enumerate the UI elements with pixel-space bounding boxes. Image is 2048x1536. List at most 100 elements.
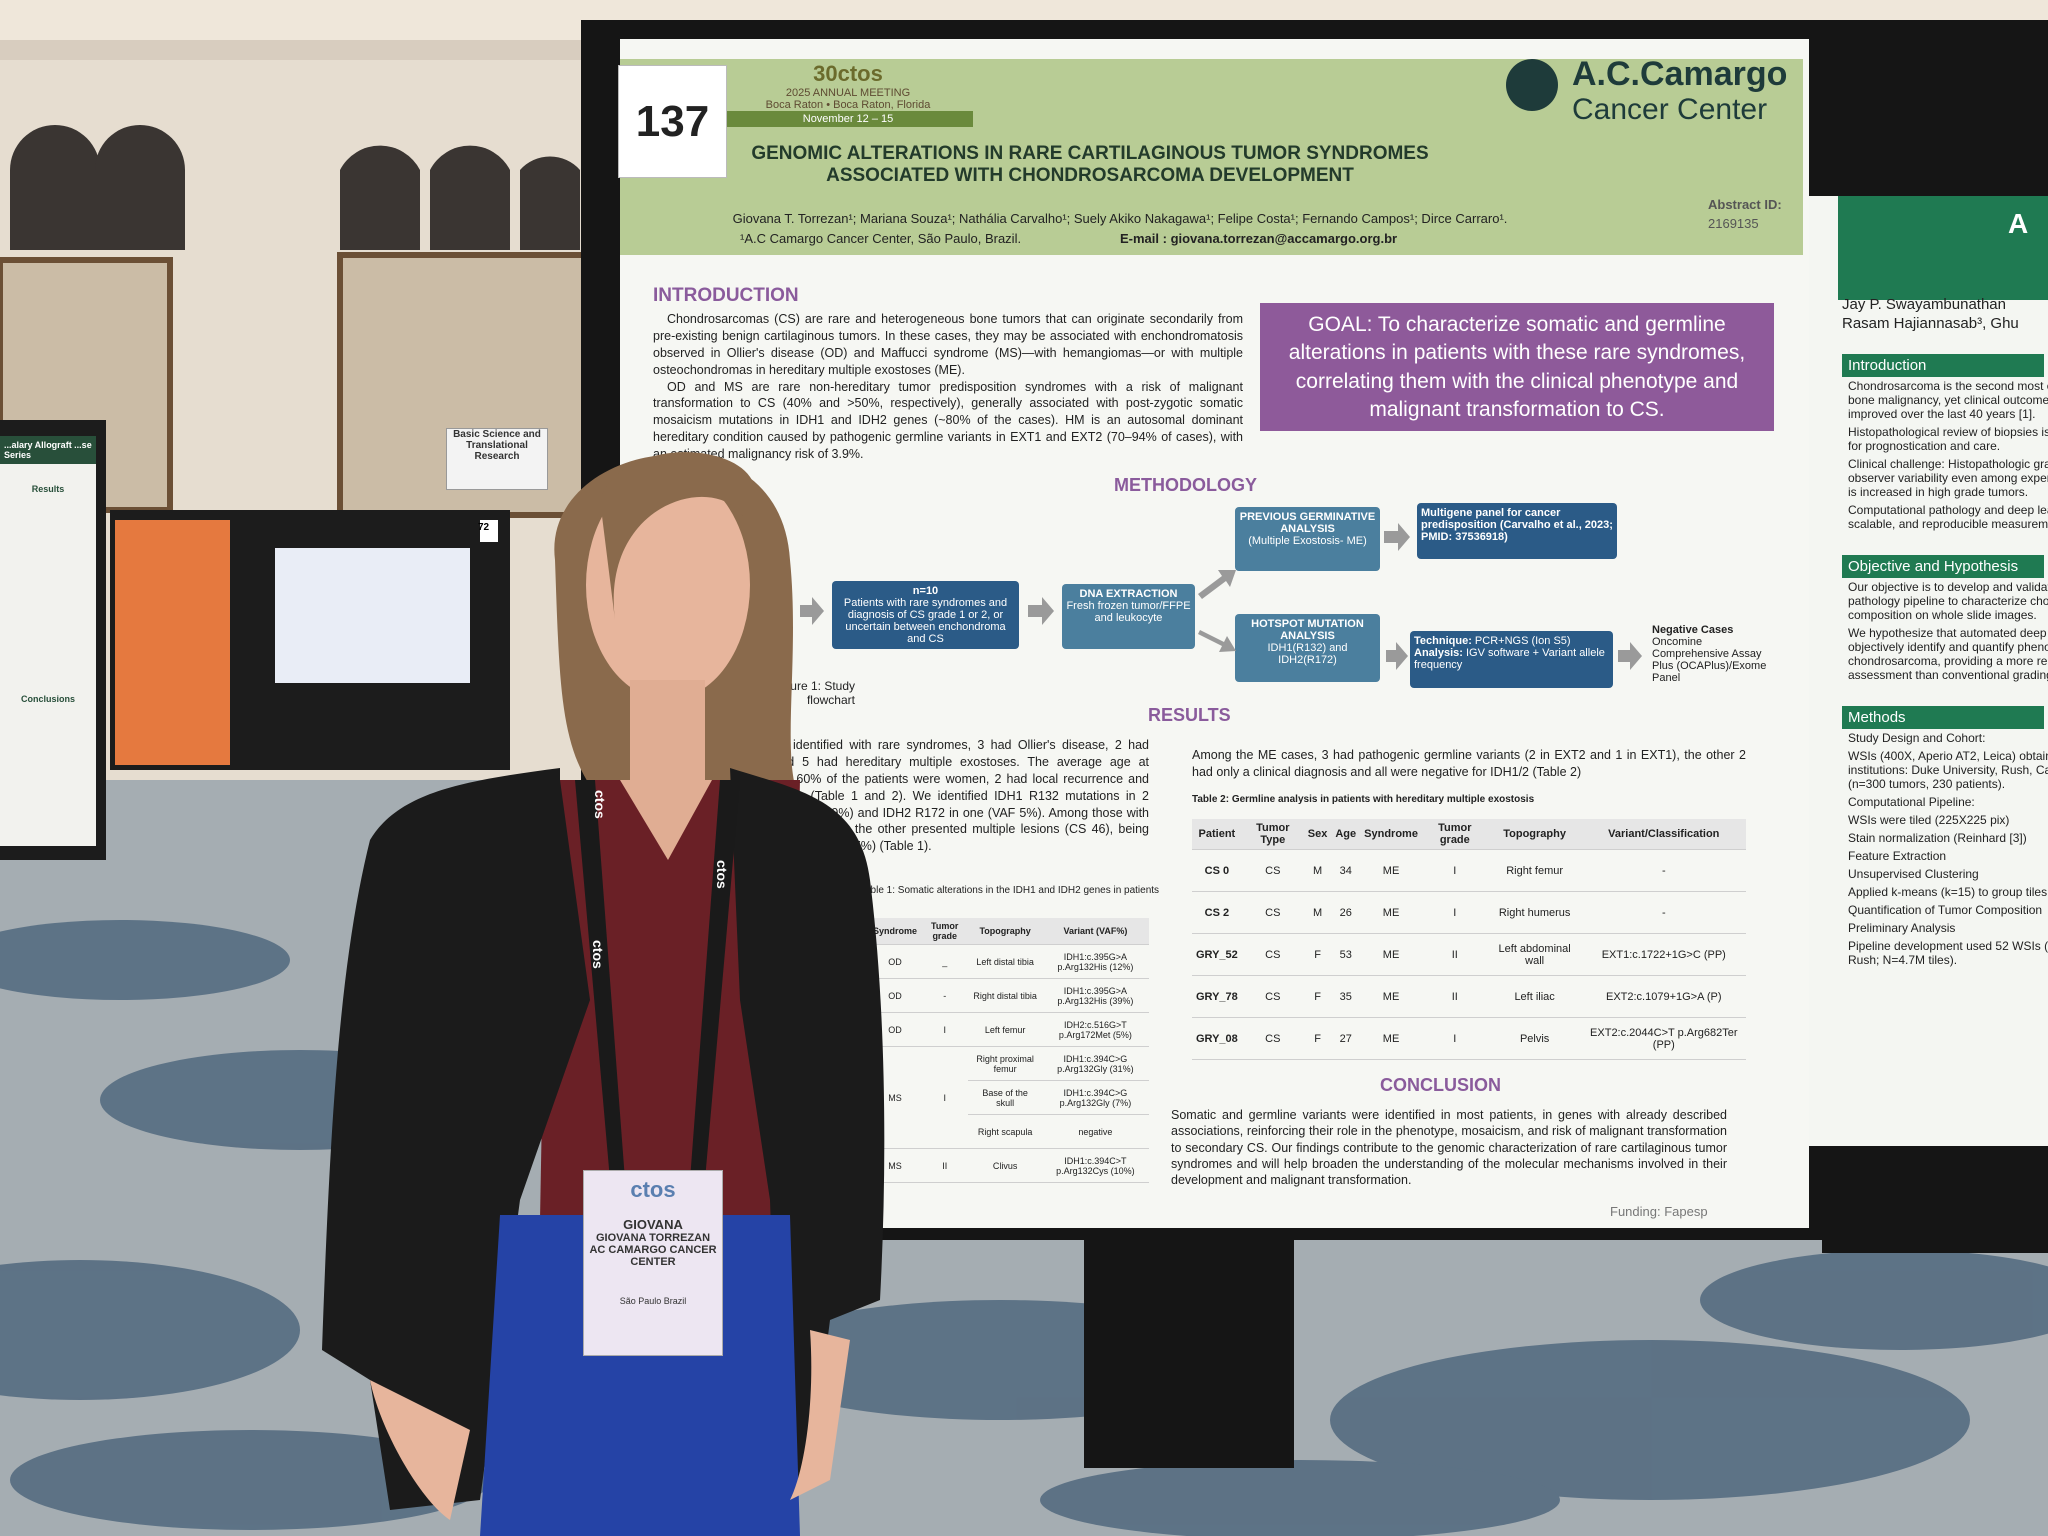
cell: Left iliac (1487, 975, 1582, 1018)
meeting-location: Boca Raton • Boca Raton, Florida (765, 99, 931, 111)
flow-text: Patients with rare syndromes and diagnos… (843, 597, 1008, 645)
bullet: Chondrosarcoma is the second most common… (1848, 379, 2048, 421)
cell: ME (1360, 1017, 1422, 1060)
cell: Clivus (968, 1148, 1042, 1183)
cell: 35 (1331, 975, 1361, 1018)
email: E-mail : giovana.torrezan@accamargo.org.… (1120, 231, 1398, 246)
left-poster-heading: Results (31, 484, 65, 494)
figure-caption: Figure 1: Study flowchart (773, 679, 855, 707)
table: Patient Tumor Type Sex Age Syndrome Tumor gra… (1192, 819, 1746, 1060)
lanyard-text: ctos (714, 860, 730, 889)
bullet: WSIs (400X, Aperio AT2, Leica) obtained … (1848, 749, 2048, 791)
header-row: Patient Tumor Type Sex Age Syndrome Tumor gra… (1192, 819, 1746, 850)
flow-title: Negative Cases (1652, 624, 1734, 636)
cell: 27 (1331, 1017, 1361, 1060)
cell: 53 (1331, 933, 1361, 976)
cell: CS (1241, 933, 1304, 976)
flow-text: Fresh frozen tumor/FFPE and leukocyte (1066, 600, 1191, 624)
cell: Left abdominal wall (1487, 933, 1582, 976)
affiliation: ¹A.C Camargo Cancer Center, São Paulo, B… (740, 231, 1022, 246)
table-row: GRY_08 CS F 27 ME I Pelvis EXT2:c.2044C>T p.Arg… (1192, 1017, 1746, 1060)
flow-label: Analysis: (1414, 647, 1463, 659)
flow-box: Technique: PCR+NGS (Ion S5) Analysis: IG… (1410, 631, 1613, 688)
authors: Giovana T. Torrezan¹; Mariana Souza¹; Na… (732, 211, 1508, 226)
left-poster: ...alary Allograft ...se Series Results … (0, 436, 96, 846)
lanyard-text: ctos (592, 790, 608, 819)
cell: I (921, 1046, 969, 1149)
cell: Right femur (1487, 849, 1582, 892)
flow-box: Multigene panel for cancer predispositio… (1417, 503, 1617, 559)
badge-logo: ctos (630, 1177, 676, 1202)
header-band (620, 59, 1803, 255)
abstract-id: 2169135 (1708, 216, 1759, 231)
cell: EXT2:c.2044C>T p.Arg682Ter (PP) (1581, 1017, 1746, 1060)
institution-subtitle: Cancer Center (1572, 93, 1768, 126)
table-row: GRY_52 CS F 53 ME II Left abdominal wall EXT1:c… (1192, 933, 1746, 976)
column-header: Syndrome (1360, 819, 1422, 850)
column-header: Variant (VAF%) (1041, 918, 1149, 945)
flow-title: n=10 (912, 585, 939, 597)
bullet: Computational pathology and deep learnin… (1848, 503, 2048, 531)
column-header: Age (1331, 819, 1361, 850)
meeting-name: 2025 ANNUAL MEETING (785, 87, 911, 99)
cell: IDH1:c.394C>T p.Arg132Cys (10%) (1041, 1148, 1149, 1183)
bullet: WSIs were tiled (225X225 pix) (1848, 813, 2010, 827)
table-row: OD I Left femur IDH2:c.516G>T p.Arg172Met (… (869, 1012, 1149, 1047)
bullet: We hypothesize that automated deep learn… (1848, 626, 2048, 682)
bullet: Feature Extraction (1848, 849, 1947, 863)
bullet: Histopathological review of biopsies is … (1848, 425, 2048, 453)
flow-text: Oncomine Comprehensive Assay Plus (OCAPl… (1652, 636, 1767, 684)
column-header: Sex (1303, 819, 1332, 850)
cell: Left distal tibia (968, 944, 1042, 979)
badge-organization: AC CAMARGO CANCER CENTER (589, 1244, 717, 1268)
flow-title: HOTSPOT MUTATION ANALYSIS (1251, 618, 1364, 642)
cell: IDH2:c.516G>T p.Arg172Met (5%) (1041, 1012, 1149, 1047)
cell: I (921, 1012, 969, 1047)
table-row: CS 2 CS M 26 ME I Right humerus - (1192, 891, 1746, 934)
table-2: Patient Tumor Type Sex Age Syndrome Tumor gra… (1192, 819, 1746, 1060)
author-line: Jay P. Swayambunathan (1842, 296, 2006, 313)
table-row: OD _ Left distal tibia IDH1:c.395G>A p.Arg1… (869, 944, 1149, 979)
cell: IDH1:c.395G>A p.Arg132His (39%) (1041, 978, 1149, 1013)
poster-number: 137 (618, 65, 727, 178)
meeting: 30ctos 2025 ANNUAL MEETING Boca Raton • … (723, 61, 973, 127)
author-line: Rasam Hajiannasab³, Ghu (1842, 315, 2019, 332)
bullet: Unsupervised Clustering (1848, 867, 1979, 881)
bullet: Computational Pipeline: (1848, 795, 1975, 809)
column-header: Tumor grade (1421, 819, 1488, 850)
section-heading: Introduction (1842, 354, 2044, 377)
paragraph: OD and MS are rare non-hereditary tumor … (653, 379, 1243, 462)
section-heading: Objective and Hypothesis (1842, 555, 2044, 578)
cell: Right proximal femur (968, 1046, 1042, 1081)
column-header: Patient (1192, 819, 1242, 850)
goal: GOAL: To characterize somatic and germli… (1260, 303, 1774, 431)
cell: CS (1241, 1017, 1304, 1060)
meeting-dates: November 12 – 15 (723, 111, 973, 127)
section-heading: CONCLUSION (1380, 1075, 1501, 1095)
flow-arrows (800, 523, 1642, 670)
flow-text: PCR+NGS (Ion S5) (1474, 635, 1571, 647)
bullet: Clinical challenge: Histopathologic grad… (1848, 457, 2048, 499)
bullet: Preliminary Analysis (1848, 921, 1956, 935)
table-1: Syndrome Tumor grade Topography Variant (VA… (869, 918, 1149, 1183)
badge: ctos GIOVANA GIOVANA TORREZAN AC CAMARGO… (583, 1170, 723, 1356)
table-caption: Table 2: Germline analysis in patients w… (1192, 794, 1535, 805)
cell: IDH1:c.395G>A p.Arg132His (12%) (1041, 944, 1149, 979)
cell: _ (921, 944, 969, 979)
table: Syndrome Tumor grade Topography Variant (VA… (869, 918, 1149, 1183)
abstract-id-label: Abstract ID: (1708, 197, 1782, 212)
cell: CS 0 (1192, 849, 1242, 892)
flow-title: DNA EXTRACTION (1079, 588, 1178, 600)
flow-title: PREVIOUS GERMINATIVE ANALYSIS (1239, 511, 1376, 535)
flow-text: IDH1(R132) and IDH2(R172) (1267, 642, 1348, 666)
column-header: Syndrome (869, 918, 922, 945)
lanyard-text: ctos (590, 940, 606, 969)
cell: F (1303, 1017, 1332, 1060)
table-row: Right scapula negative (869, 1114, 1149, 1149)
logo-mark (1506, 59, 1558, 111)
cell: Pelvis (1487, 1017, 1582, 1060)
sign: Basic Science and Translational Research (446, 428, 548, 490)
cell: ME (1360, 933, 1422, 976)
